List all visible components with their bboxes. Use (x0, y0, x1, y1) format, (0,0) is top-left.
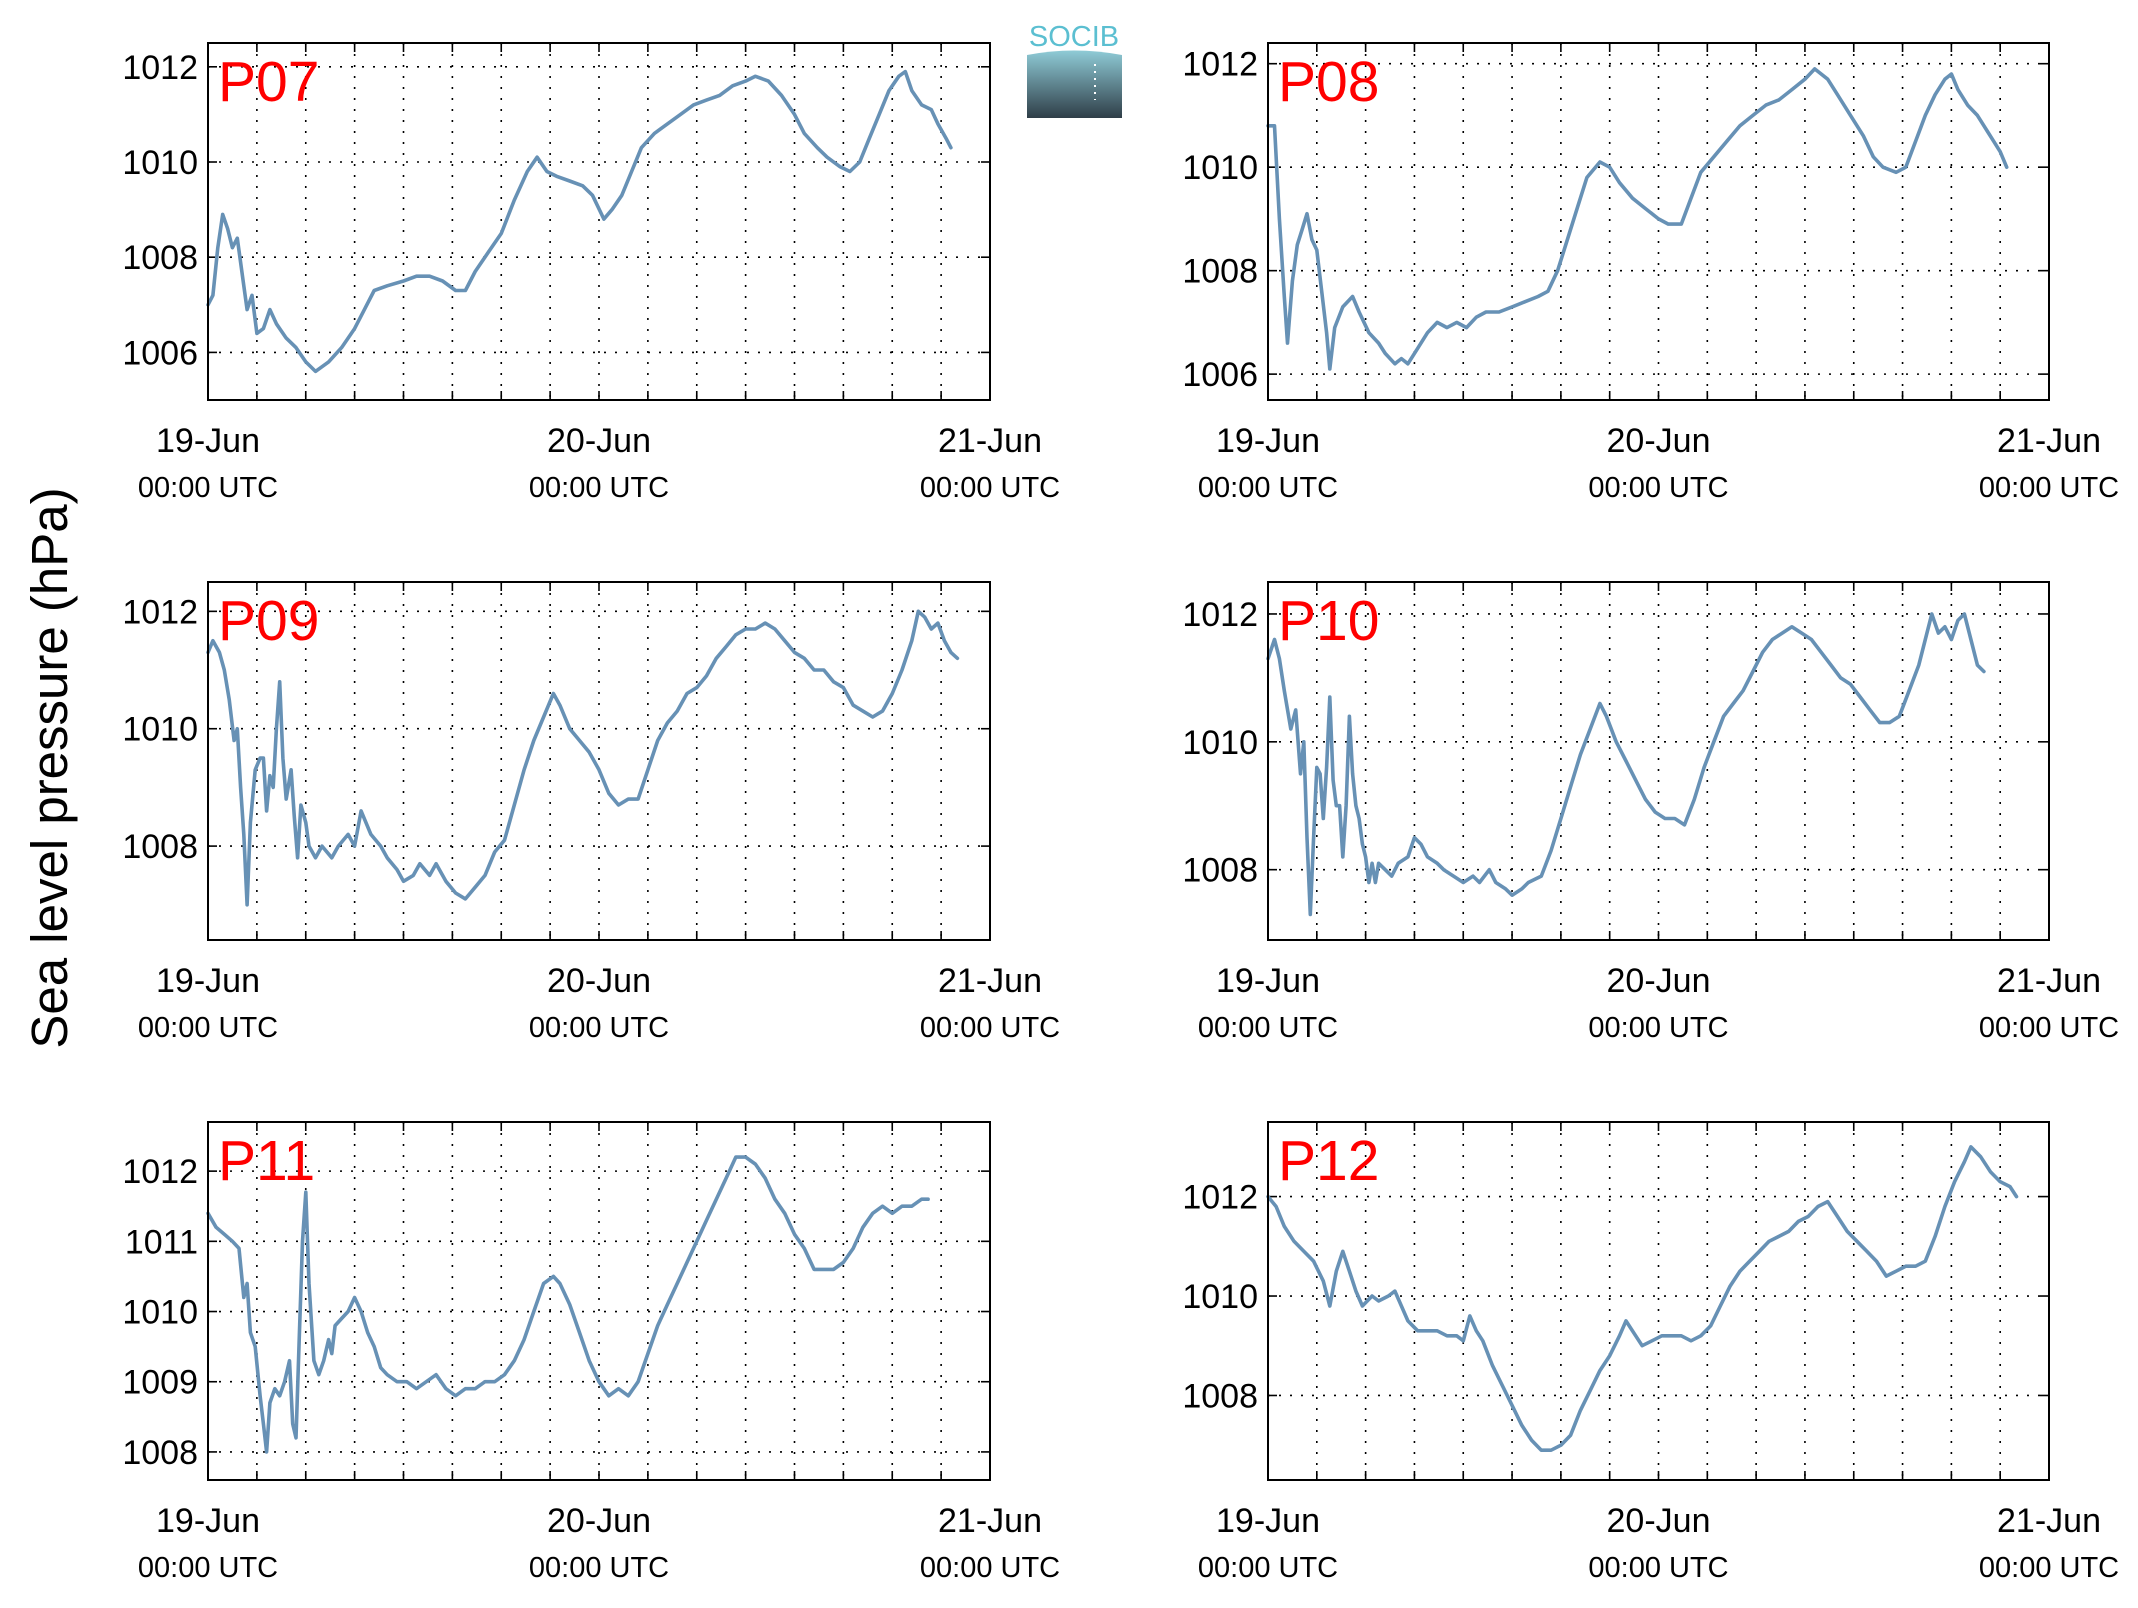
axes-frame (207, 42, 991, 401)
y-axis-label: Sea level pressure (hPa) (21, 487, 78, 1048)
pressure-series-line (1266, 612, 1986, 917)
y-tick-label: 1006 (122, 334, 198, 372)
panel-title: P10 (1278, 589, 1379, 653)
x-tick-label: 19-Jun (1216, 422, 1320, 460)
panel-title: P11 (218, 1129, 315, 1193)
y-tick-label: 1008 (122, 828, 198, 866)
y-tick-label: 1010 (1182, 724, 1258, 762)
x-tick-label: 20-Jun (547, 422, 651, 460)
panel-p08: 1006 1008 1010 1012 19-Jun 00:00 UTC 20-Jun 00:… (1182, 42, 2119, 504)
x-tick-sublabel: 00:00 UTC (920, 472, 1060, 504)
panel-p10: 1008 1010 1012 19-Jun 00:00 UTC 20-Jun 00:00 U… (1182, 581, 2119, 1044)
y-tick-label: 1011 (125, 1223, 198, 1261)
x-tick-label: 20-Jun (547, 962, 651, 1000)
x-tick-label: 20-Jun (1607, 962, 1711, 1000)
x-tick-sublabel: 00:00 UTC (1588, 1552, 1728, 1584)
panel-title: P09 (218, 589, 319, 653)
x-tick-label: 19-Jun (1216, 962, 1320, 1000)
x-tick-sublabel: 00:00 UTC (138, 1552, 278, 1584)
x-tick-sublabel: 00:00 UTC (1198, 1552, 1338, 1584)
y-tick-label: 1012 (1182, 46, 1258, 84)
pressure-series-line (1266, 1145, 2019, 1452)
x-tick-label: 21-Jun (1997, 1502, 2101, 1540)
y-tick-label: 1006 (1182, 356, 1258, 394)
x-tick-label: 21-Jun (938, 422, 1042, 460)
x-tick-sublabel: 00:00 UTC (1979, 1552, 2119, 1584)
x-tick-label: 20-Jun (1607, 422, 1711, 460)
socib-logo: SOCIB (1027, 21, 1122, 118)
y-tick-label: 1008 (122, 1434, 198, 1472)
axes-frame (1267, 42, 2050, 401)
axes-frame (207, 1121, 991, 1481)
x-tick-label: 19-Jun (156, 422, 260, 460)
axes-frame (1267, 581, 2050, 941)
y-tick-label: 1012 (122, 593, 198, 631)
y-tick-label: 1008 (1182, 253, 1258, 291)
x-tick-label: 21-Jun (938, 962, 1042, 1000)
panel-p12: 1008 1010 1012 19-Jun 00:00 UTC 20-Jun 00:00 U… (1182, 1121, 2119, 1584)
panel-p07: 1006 1008 1010 1012 19-Jun 00:00 UTC 20-Jun 00:… (122, 42, 1060, 504)
socib-logo-mark (1027, 50, 1122, 118)
y-tick-label: 1012 (1182, 596, 1258, 634)
x-tick-sublabel: 00:00 UTC (138, 1012, 278, 1044)
x-tick-sublabel: 00:00 UTC (1198, 472, 1338, 504)
x-tick-sublabel: 00:00 UTC (529, 1552, 669, 1584)
panel-title: P08 (1278, 50, 1379, 114)
x-tick-sublabel: 00:00 UTC (1198, 1012, 1338, 1044)
y-tick-label: 1008 (1182, 852, 1258, 890)
y-tick-label: 1009 (122, 1364, 198, 1402)
x-tick-sublabel: 00:00 UTC (1979, 1012, 2119, 1044)
x-tick-label: 19-Jun (156, 1502, 260, 1540)
pressure-series-line (206, 69, 953, 374)
y-tick-label: 1012 (122, 1153, 198, 1191)
y-tick-label: 1010 (1182, 149, 1258, 187)
y-tick-label: 1010 (122, 144, 198, 182)
x-tick-label: 19-Jun (156, 962, 260, 1000)
x-tick-sublabel: 00:00 UTC (1588, 1012, 1728, 1044)
y-tick-label: 1010 (1182, 1278, 1258, 1316)
axes-frame (207, 581, 991, 941)
socib-logo-text: SOCIB (1029, 21, 1119, 53)
panel-title: P12 (1278, 1129, 1379, 1193)
y-tick-label: 1008 (122, 239, 198, 277)
x-tick-sublabel: 00:00 UTC (920, 1552, 1060, 1584)
x-tick-sublabel: 00:00 UTC (1979, 472, 2119, 504)
y-tick-label: 1010 (122, 711, 198, 749)
x-tick-sublabel: 00:00 UTC (529, 1012, 669, 1044)
panel-p09: 1008 1010 1012 19-Jun 00:00 UTC 20-Jun 00:00 U… (122, 581, 1060, 1044)
pressure-series-line (206, 1155, 930, 1454)
pressure-series-line (1266, 67, 2009, 371)
x-tick-sublabel: 00:00 UTC (529, 472, 669, 504)
panel-title: P07 (218, 50, 319, 114)
pressure-series-line (206, 609, 960, 907)
y-tick-label: 1010 (122, 1294, 198, 1332)
x-tick-label: 20-Jun (547, 1502, 651, 1540)
y-tick-label: 1012 (1182, 1179, 1258, 1217)
panel-p11: 1008 1009 1010 1011 1012 19-Jun 00:00 UTC 20-Ju… (122, 1121, 1060, 1584)
x-tick-sublabel: 00:00 UTC (138, 472, 278, 504)
x-tick-label: 19-Jun (1216, 1502, 1320, 1540)
x-tick-label: 21-Jun (1997, 962, 2101, 1000)
x-tick-label: 20-Jun (1607, 1502, 1711, 1540)
y-tick-label: 1012 (122, 49, 198, 87)
x-tick-sublabel: 00:00 UTC (920, 1012, 1060, 1044)
x-tick-label: 21-Jun (1997, 422, 2101, 460)
x-tick-label: 21-Jun (938, 1502, 1042, 1540)
y-tick-label: 1008 (1182, 1377, 1258, 1415)
x-tick-sublabel: 00:00 UTC (1588, 472, 1728, 504)
axes-frame (1267, 1121, 2050, 1481)
